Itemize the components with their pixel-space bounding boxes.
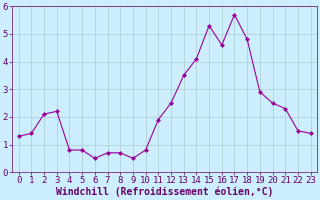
X-axis label: Windchill (Refroidissement éolien,°C): Windchill (Refroidissement éolien,°C) [56, 187, 273, 197]
